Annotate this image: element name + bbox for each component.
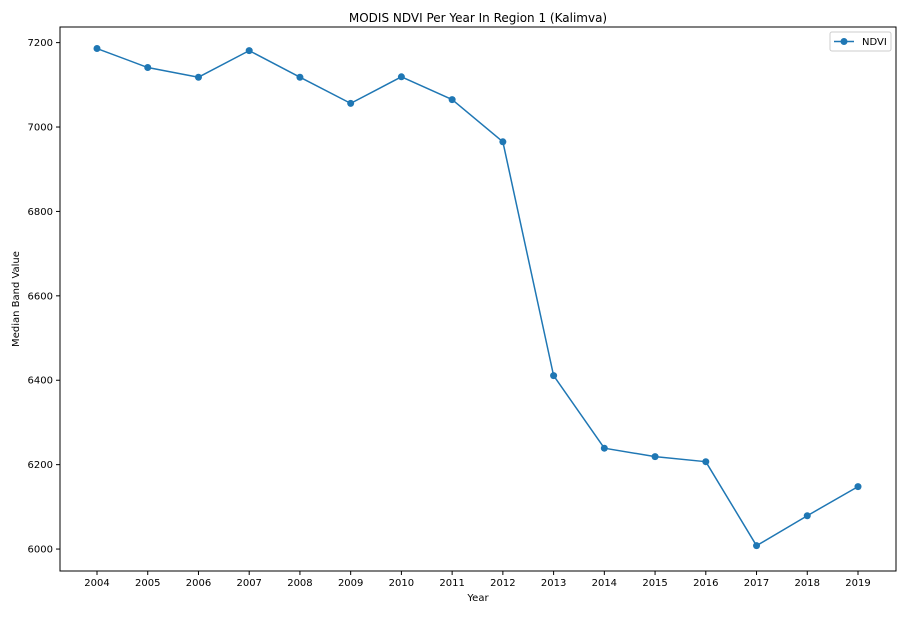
- data-point: [600, 444, 608, 452]
- x-tick-label: 2018: [795, 578, 820, 589]
- x-tick-label: 2016: [693, 578, 718, 589]
- x-axis-title: Year: [466, 593, 489, 604]
- plot-area: 6000 6200 6400 6600 6800 7000 7200 2004 2005 2006…: [28, 26, 897, 589]
- y-axis-title: Median Band Value: [11, 251, 22, 347]
- data-point: [550, 372, 558, 380]
- data-point: [651, 453, 659, 461]
- x-tick-label: 2008: [287, 578, 312, 589]
- data-point: [296, 73, 304, 81]
- x-tick-label: 2017: [744, 578, 769, 589]
- y-tick-label: 6200: [28, 460, 53, 471]
- data-point: [753, 542, 761, 550]
- y-tick-label: 6400: [28, 376, 53, 387]
- y-tick-label: 7200: [28, 38, 53, 49]
- x-tick-label: 2004: [84, 578, 109, 589]
- x-tick-label: 2006: [186, 578, 211, 589]
- plot-frame: [59, 26, 897, 572]
- chart-title: MODIS NDVI Per Year In Region 1 (Kalimva…: [349, 11, 607, 25]
- x-tick-label: 2011: [439, 578, 464, 589]
- x-tick-label: 2019: [845, 578, 870, 589]
- data-point: [347, 99, 355, 107]
- legend-marker: [840, 38, 848, 45]
- series-line-ndvi: [96, 47, 859, 547]
- y-tick-label: 6600: [28, 291, 53, 302]
- data-point: [245, 47, 253, 55]
- y-tick-label: 6800: [28, 207, 53, 218]
- x-tick-label: 2013: [541, 578, 566, 589]
- data-point: [397, 73, 405, 81]
- x-tick-label: 2010: [389, 578, 414, 589]
- y-tick-label: 7000: [28, 123, 53, 134]
- x-tick-label: 2015: [642, 578, 667, 589]
- legend-label: NDVI: [862, 37, 887, 48]
- x-tick-label: 2012: [490, 578, 515, 589]
- legend: NDVI: [829, 31, 892, 52]
- data-point: [803, 512, 811, 520]
- data-point: [854, 483, 862, 491]
- x-tick-label: 2005: [135, 578, 160, 589]
- x-tick-label: 2009: [338, 578, 363, 589]
- data-point: [194, 73, 202, 81]
- y-tick-label: 6000: [28, 545, 53, 556]
- data-point: [499, 138, 507, 146]
- data-point: [702, 458, 710, 466]
- data-point: [93, 45, 101, 53]
- data-point: [144, 64, 152, 72]
- legend-box: [829, 31, 892, 52]
- x-tick-label: 2014: [592, 578, 617, 589]
- data-point: [448, 96, 456, 104]
- x-tick-label: 2007: [236, 578, 261, 589]
